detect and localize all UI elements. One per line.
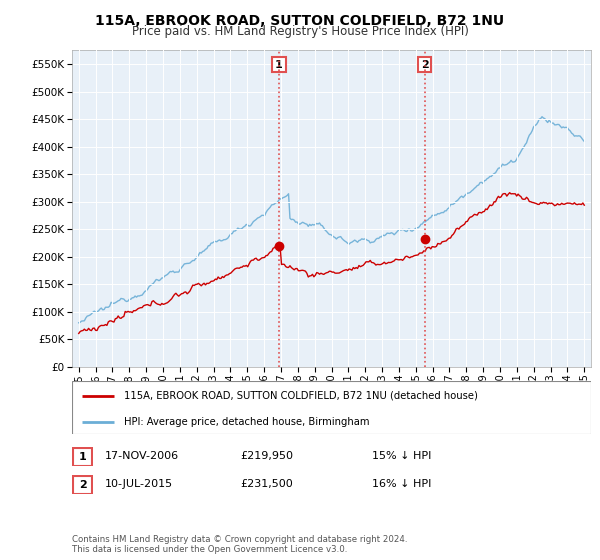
Text: HPI: Average price, detached house, Birmingham: HPI: Average price, detached house, Birm…	[124, 417, 370, 427]
Text: 115A, EBROOK ROAD, SUTTON COLDFIELD, B72 1NU: 115A, EBROOK ROAD, SUTTON COLDFIELD, B72…	[95, 14, 505, 28]
Text: 2: 2	[421, 59, 428, 69]
Text: 10-JUL-2015: 10-JUL-2015	[105, 479, 173, 489]
Text: 17-NOV-2006: 17-NOV-2006	[105, 451, 179, 461]
Text: 115A, EBROOK ROAD, SUTTON COLDFIELD, B72 1NU (detached house): 115A, EBROOK ROAD, SUTTON COLDFIELD, B72…	[124, 391, 478, 401]
Text: Contains HM Land Registry data © Crown copyright and database right 2024.
This d: Contains HM Land Registry data © Crown c…	[72, 535, 407, 554]
Text: £219,950: £219,950	[240, 451, 293, 461]
Text: Price paid vs. HM Land Registry's House Price Index (HPI): Price paid vs. HM Land Registry's House …	[131, 25, 469, 38]
Text: 1: 1	[275, 59, 283, 69]
Text: 15% ↓ HPI: 15% ↓ HPI	[372, 451, 431, 461]
Text: 1: 1	[79, 452, 86, 462]
Text: 2: 2	[79, 480, 86, 490]
Text: £231,500: £231,500	[240, 479, 293, 489]
Text: 16% ↓ HPI: 16% ↓ HPI	[372, 479, 431, 489]
